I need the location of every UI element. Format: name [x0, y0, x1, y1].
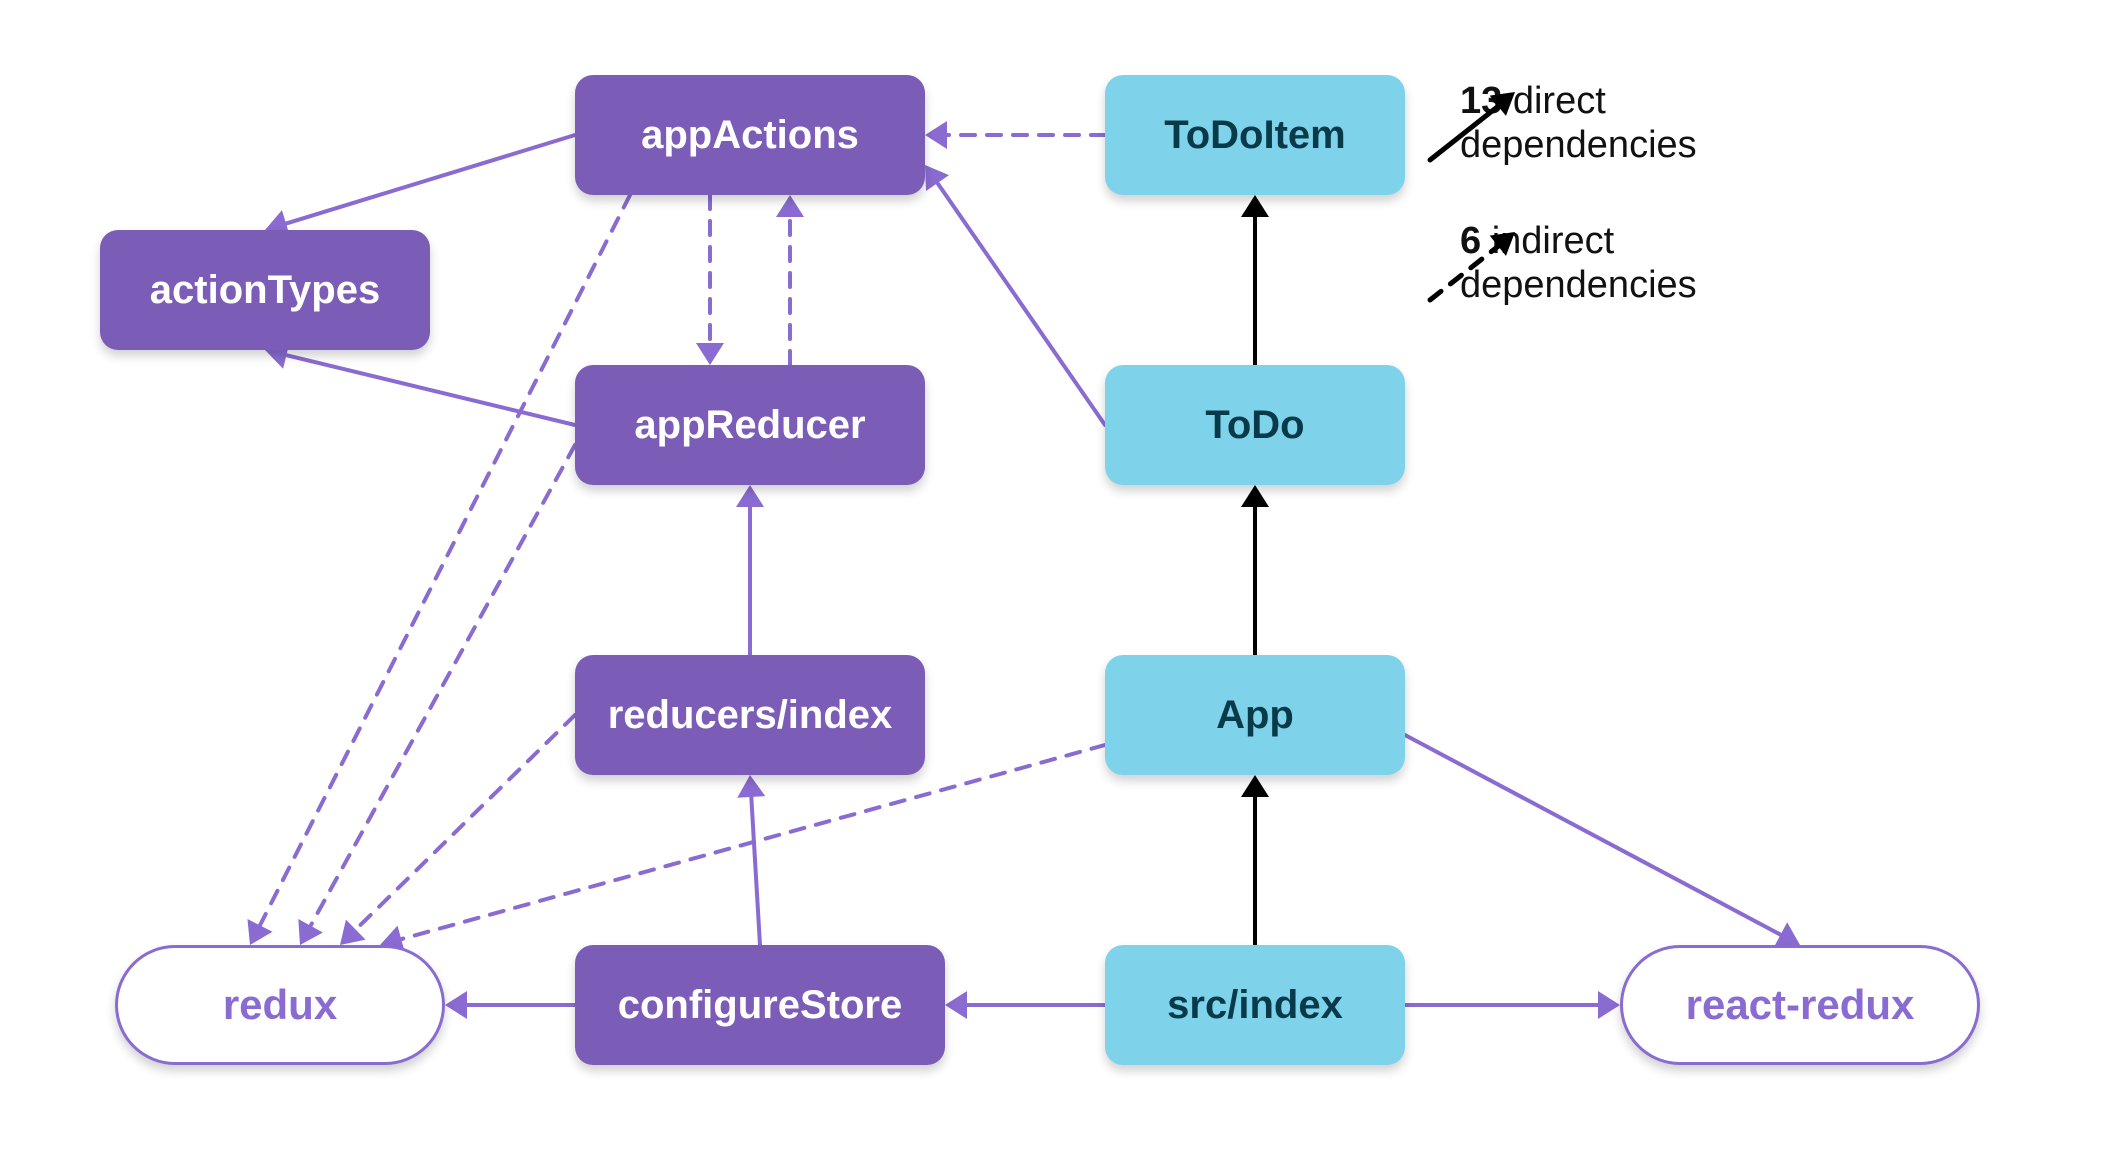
legend-row-indirect: 6 indirectdependencies	[1420, 220, 1697, 307]
node-ToDoItem: ToDoItem	[1105, 75, 1405, 195]
node-label: App	[1216, 693, 1294, 738]
node-label: reducers/index	[608, 693, 893, 738]
node-appActions: appActions	[575, 75, 925, 195]
node-actionTypes: actionTypes	[100, 230, 430, 350]
node-label: ToDo	[1205, 403, 1304, 448]
node-label: configureStore	[618, 983, 902, 1028]
node-appReducer: appReducer	[575, 365, 925, 485]
node-label: ToDoItem	[1164, 113, 1345, 158]
legend-arrow-icon	[1420, 80, 1540, 170]
node-redux: redux	[115, 945, 445, 1065]
node-label: actionTypes	[150, 268, 380, 313]
node-configureStore: configureStore	[575, 945, 945, 1065]
node-label: appActions	[641, 113, 859, 158]
node-App: App	[1105, 655, 1405, 775]
legend-arrow-icon	[1420, 220, 1540, 310]
node-label: src/index	[1167, 983, 1343, 1028]
node-srcIndex: src/index	[1105, 945, 1405, 1065]
node-ToDo: ToDo	[1105, 365, 1405, 485]
node-label: react-redux	[1686, 981, 1915, 1029]
node-label: appReducer	[634, 403, 865, 448]
node-label: redux	[223, 981, 337, 1029]
legend-row-direct: 13 directdependencies	[1420, 80, 1697, 167]
node-reducersIndex: reducers/index	[575, 655, 925, 775]
node-reactRedux: react-redux	[1620, 945, 1980, 1065]
dependency-diagram: { "diagram": { "type": "network", "canva…	[0, 0, 2120, 1170]
